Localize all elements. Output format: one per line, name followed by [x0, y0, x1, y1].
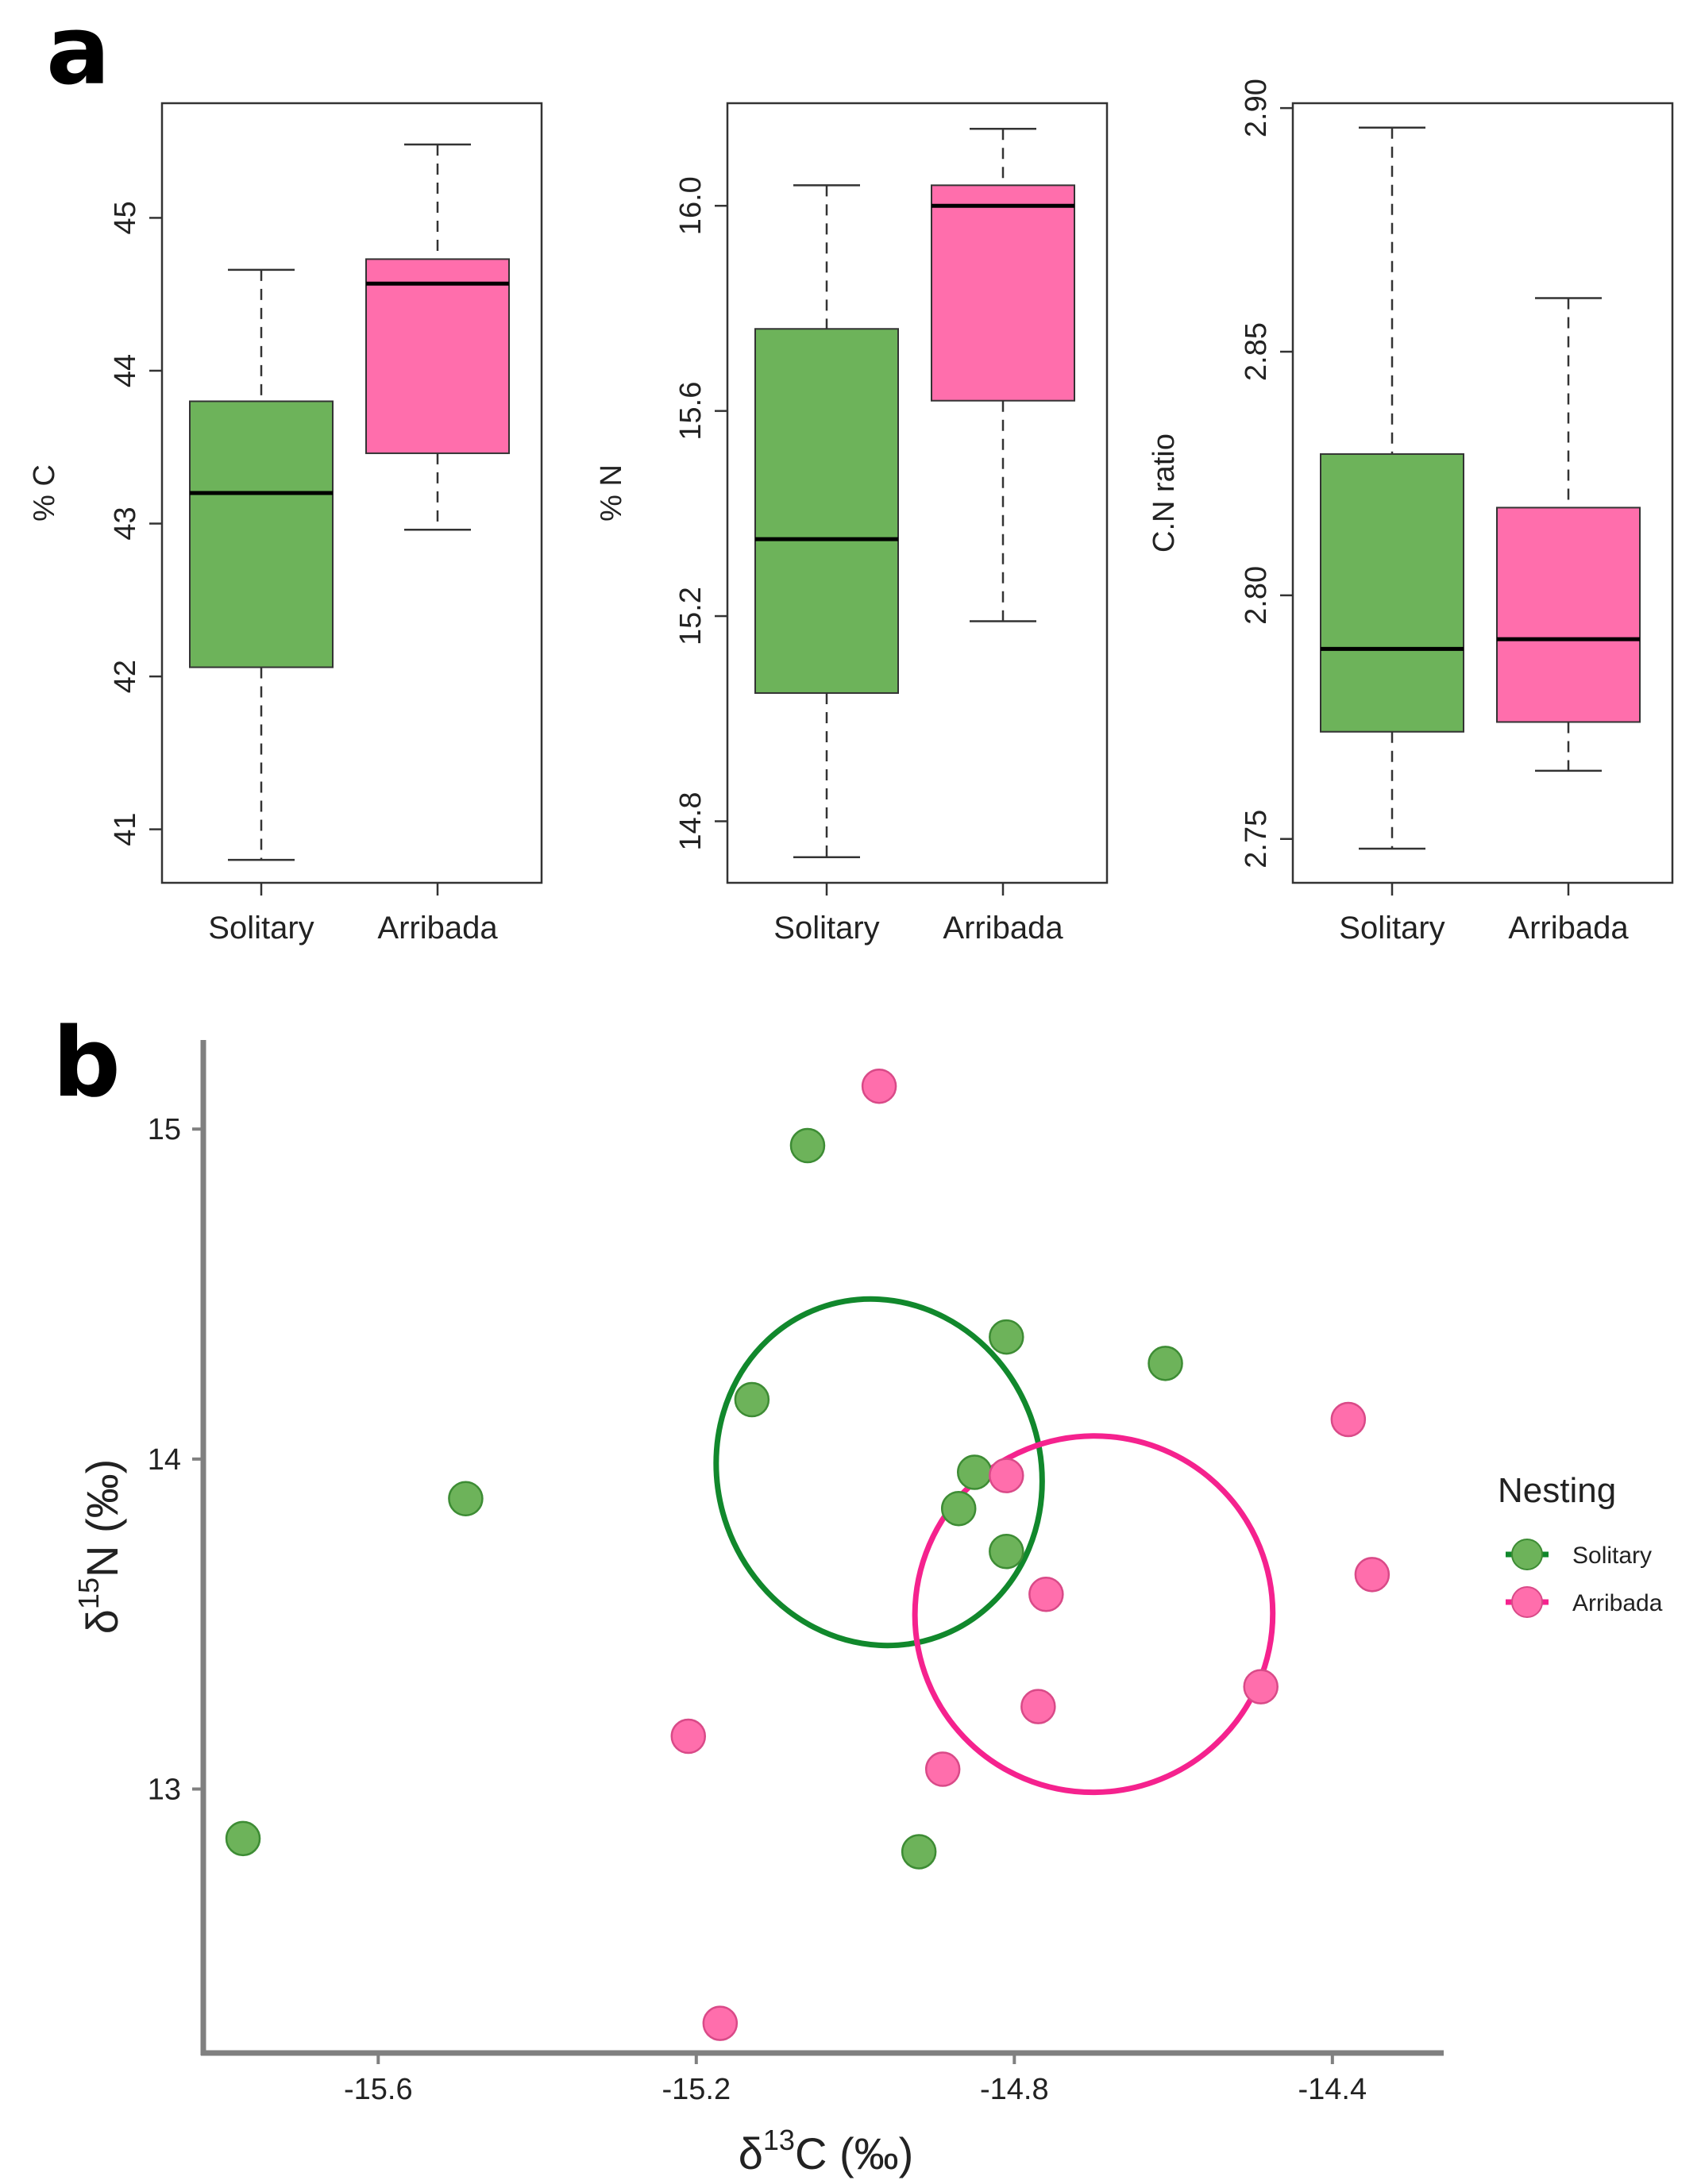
data-point-solitary	[734, 1381, 770, 1418]
plot-frame	[726, 102, 1109, 884]
legend-label: Arribada	[1572, 1590, 1663, 1616]
y-tick-label: 41	[109, 812, 142, 845]
y-tick-label: 15	[148, 1113, 181, 1146]
x-tick-label: -15.2	[662, 2073, 731, 2106]
y-axis-title: δ15N (‰)	[72, 1459, 127, 1635]
data-point-arribada	[670, 1718, 707, 1755]
box-iqr	[754, 328, 899, 694]
y-tick-label: 42	[109, 660, 142, 693]
box-solitary	[189, 268, 334, 861]
y-tick-label: 2.75	[1240, 810, 1273, 869]
y-tick-label: 43	[109, 507, 142, 540]
y-tick-label: 2.90	[1240, 79, 1273, 137]
plot-frame	[1291, 102, 1674, 884]
legend-item-arribada: Arribada	[1506, 1586, 1663, 1618]
y-axis-label: C.N ratio	[1148, 433, 1181, 553]
y-tick-label: 14	[148, 1443, 181, 1477]
legend-title: Nesting	[1498, 1471, 1616, 1510]
boxplot-panel-2: 14.8 15.2 15.6 16.0 % N Solitary Arribada	[595, 102, 1109, 946]
boxplot-panel-1: 41 42 43 44 45 % C Solitary Arribada	[28, 102, 543, 946]
data-point-solitary	[956, 1454, 993, 1490]
x-tick-label: Arribada	[377, 911, 498, 946]
y-axis-title-superscript: 15	[72, 1577, 105, 1609]
x-axis-title-prefix: δ	[739, 2128, 763, 2178]
x-tick-label: -14.8	[980, 2073, 1049, 2106]
legend-item-solitary: Solitary	[1506, 1539, 1652, 1570]
legend-marker	[1511, 1539, 1543, 1570]
box-iqr	[189, 400, 334, 668]
plot-frame	[160, 102, 543, 884]
panel-label-b: b	[52, 1008, 121, 1119]
box-solitary	[1320, 126, 1464, 850]
data-point-arribada	[1028, 1577, 1064, 1612]
y-axis-label: % N	[595, 464, 628, 522]
legend-label: Solitary	[1572, 1543, 1652, 1569]
data-point-arribada	[1330, 1401, 1367, 1438]
x-tick-label: Arribada	[943, 911, 1063, 946]
box-plots: 41 42 43 44 45 % C Solitary Arribada 14.8 15.2 15.…	[28, 79, 1674, 946]
y-tick-label: 15.2	[674, 587, 708, 645]
data-point-arribada	[861, 1068, 897, 1104]
data-point-solitary	[789, 1127, 826, 1164]
x-tick-label: Solitary	[1339, 911, 1444, 946]
data-point-arribada	[1243, 1669, 1279, 1704]
x-axis-title: δ13C (‰)	[739, 2124, 914, 2178]
points-arribada	[670, 1068, 1390, 2041]
box-iqr	[931, 184, 1075, 402]
data-point-arribada	[989, 1458, 1024, 1493]
data-point-solitary	[1148, 1346, 1183, 1381]
boxplot-panel-3: 2.75 2.80 2.85 2.90 C.N ratio Solitary Arribad…	[1148, 79, 1674, 946]
box-arribada	[931, 128, 1075, 622]
data-point-solitary	[225, 1820, 261, 1857]
y-axis-label: % C	[28, 464, 61, 522]
data-point-solitary	[448, 1481, 484, 1516]
y-tick-label: 2.85	[1240, 322, 1273, 381]
points-solitary	[225, 1127, 1183, 1870]
legend: Nesting Solitary Arribada	[1498, 1471, 1663, 1618]
x-tick-label: -15.6	[344, 2073, 413, 2106]
y-tick-label: 2.80	[1240, 566, 1273, 625]
y-tick-label: 45	[109, 201, 142, 234]
y-axis-title-text: N (‰)	[77, 1459, 127, 1577]
x-tick-label: Solitary	[773, 911, 879, 946]
box-iqr	[1320, 453, 1464, 733]
data-point-arribada	[702, 2005, 739, 2041]
y-tick-label: 14.8	[674, 792, 708, 850]
y-tick-label: 13	[148, 1773, 181, 1806]
data-point-solitary	[989, 1533, 1024, 1570]
box-iqr	[365, 258, 510, 454]
x-tick-label: Solitary	[208, 911, 314, 946]
ellipse-arribada	[912, 1433, 1276, 1796]
data-point-solitary	[989, 1319, 1024, 1355]
box-arribada	[1496, 297, 1641, 772]
data-point-solitary	[940, 1490, 977, 1527]
x-tick-label: Arribada	[1508, 911, 1629, 946]
x-axis-title-superscript: 13	[763, 2124, 795, 2156]
box-solitary	[754, 184, 899, 858]
y-axis-title-prefix: δ	[77, 1609, 127, 1634]
data-point-arribada	[1020, 1689, 1056, 1724]
box-iqr	[1496, 507, 1641, 723]
ellipse-solitary	[713, 1296, 1045, 1649]
x-tick-label: -14.4	[1298, 2073, 1367, 2106]
y-tick-label: 44	[109, 354, 142, 387]
box-arribada	[365, 143, 510, 531]
x-axis-title-text: C (‰)	[795, 2128, 913, 2178]
y-tick-label: 16.0	[674, 176, 708, 235]
data-point-solitary	[901, 1834, 937, 1870]
y-tick-label: 15.6	[674, 382, 708, 441]
legend-marker	[1511, 1586, 1543, 1618]
panel-label-a: a	[46, 0, 110, 106]
data-point-arribada	[924, 1751, 961, 1787]
data-point-arribada	[1354, 1557, 1390, 1593]
